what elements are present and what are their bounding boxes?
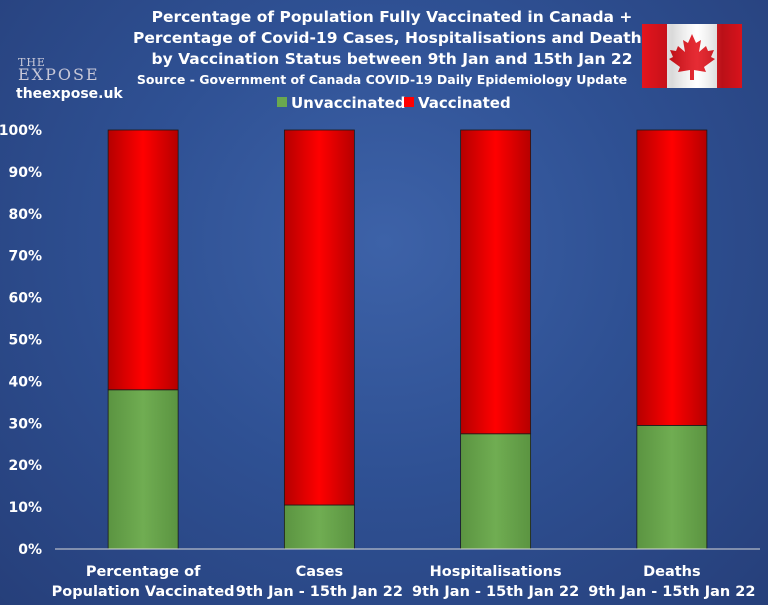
legend: Unvaccinated Vaccinated — [277, 94, 511, 112]
logo-line-1: THE — [18, 56, 46, 69]
bar-unvaccinated — [107, 389, 179, 550]
y-tick-label: 100% — [0, 123, 42, 139]
x-category-label: Hospitalisations — [430, 564, 562, 580]
x-category-label: Percentage of — [86, 564, 201, 580]
title-line-1: Percentage of Population Fully Vaccinate… — [152, 8, 633, 26]
legend-item-vaccinated: Vaccinated — [404, 94, 511, 112]
bar-vaccinated — [107, 129, 179, 391]
expose-logo: THE EXPOSE theexpose.uk — [16, 56, 123, 102]
canada-flag-icon — [642, 24, 742, 88]
bars — [107, 129, 708, 550]
bar-vaccinated — [636, 129, 708, 426]
bar-unvaccinated — [460, 433, 532, 550]
x-axis: Percentage of Population Vaccinated Cases 9… — [52, 548, 760, 600]
chart-title: Percentage of Population Fully Vaccinate… — [133, 8, 651, 87]
y-tick-label: 0% — [18, 542, 42, 558]
x-category-label: 9th Jan - 15th Jan 22 — [236, 584, 403, 600]
y-tick-label: 10% — [8, 500, 42, 516]
bar-vaccinated — [460, 129, 532, 435]
title-line-2: Percentage of Covid-19 Cases, Hospitalis… — [133, 29, 651, 47]
x-category-label: 9th Jan - 15th Jan 22 — [412, 584, 579, 600]
logo-url: theexpose.uk — [16, 86, 123, 102]
legend-swatch-vaccinated — [404, 97, 414, 107]
y-tick-label: 50% — [8, 333, 42, 349]
bar-vaccinated — [283, 129, 355, 506]
legend-item-unvaccinated: Unvaccinated — [277, 94, 406, 112]
logo-line-2: EXPOSE — [18, 65, 100, 84]
y-tick-label: 30% — [8, 416, 42, 432]
y-tick-label: 20% — [8, 458, 42, 474]
x-category-label: Cases — [296, 564, 344, 580]
x-category-label: Deaths — [643, 564, 701, 580]
x-category-label: Population Vaccinated — [52, 584, 235, 600]
legend-swatch-unvaccinated — [277, 97, 287, 107]
y-tick-label: 60% — [8, 291, 42, 307]
bar-unvaccinated — [283, 504, 355, 550]
y-tick-label: 40% — [8, 374, 42, 390]
y-tick-label: 70% — [8, 249, 42, 265]
legend-label-unvaccinated: Unvaccinated — [291, 94, 406, 112]
chart-subtitle: Source - Government of Canada COVID-19 D… — [137, 72, 627, 87]
legend-label-vaccinated: Vaccinated — [418, 94, 511, 112]
y-axis: 0% 10% 20% 30% 40% 50% 60% 70% 80% 90% 100% — [0, 123, 42, 558]
title-line-3: by Vaccination Status between 9th Jan an… — [152, 50, 633, 68]
y-tick-label: 90% — [8, 165, 42, 181]
x-category-label: 9th Jan - 15th Jan 22 — [588, 584, 755, 600]
bar-unvaccinated — [636, 424, 708, 550]
y-tick-label: 80% — [8, 207, 42, 223]
